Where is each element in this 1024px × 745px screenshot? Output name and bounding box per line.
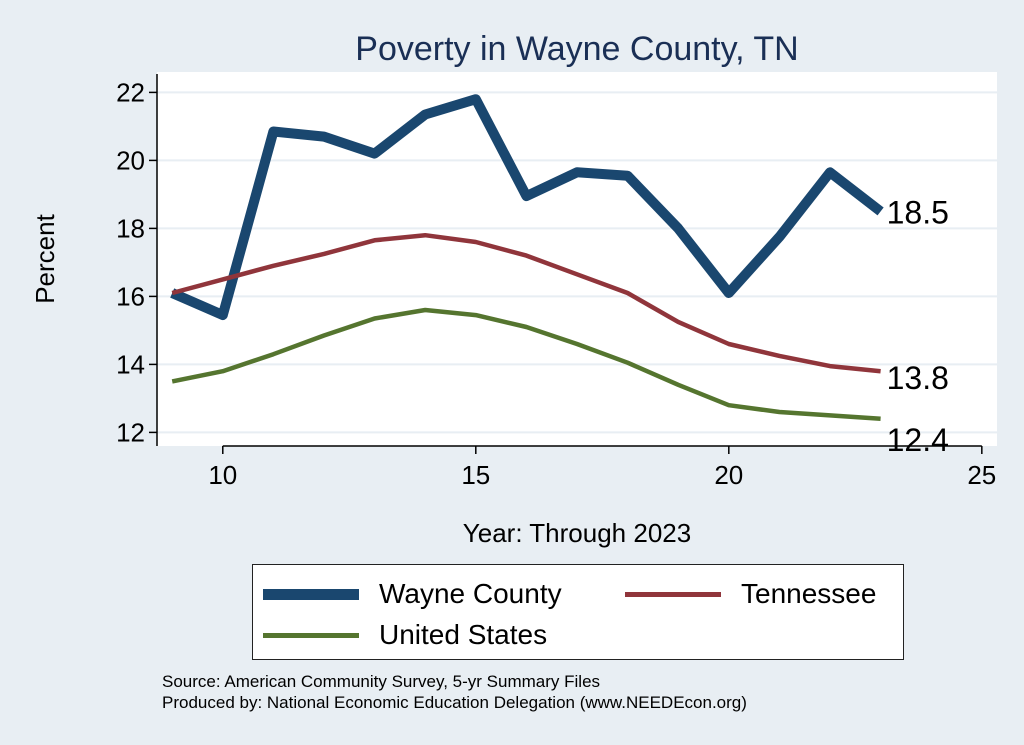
chart-title: Poverty in Wayne County, TN bbox=[355, 30, 798, 68]
end-label-tennessee: 13.8 bbox=[887, 360, 949, 396]
series-line-tennessee bbox=[171, 232, 881, 374]
y-tick-label: 14 bbox=[116, 349, 145, 379]
series-line-wayne-county bbox=[170, 94, 884, 321]
legend-swatch-us bbox=[263, 632, 359, 638]
source-note: Source: American Community Survey, 5-yr … bbox=[162, 672, 601, 691]
legend-swatch-tennessee bbox=[625, 591, 721, 597]
produced-by-note: Produced by: National Economic Education… bbox=[162, 693, 747, 712]
y-axis-label: Percent bbox=[30, 213, 60, 303]
legend-item-us: United States bbox=[263, 619, 547, 651]
end-label-wayne-county: 18.5 bbox=[887, 194, 949, 230]
y-tick-label: 22 bbox=[116, 77, 145, 107]
y-tick-label: 18 bbox=[116, 213, 145, 243]
legend-label-tennessee: Tennessee bbox=[741, 578, 877, 609]
axes: 12 14 16 18 20 22 10 15 20 25 bbox=[116, 74, 996, 490]
end-label-united-states: 12.4 bbox=[887, 422, 949, 458]
y-tick-label: 16 bbox=[116, 281, 145, 311]
x-tick-label: 25 bbox=[967, 460, 996, 490]
legend-label-us: United States bbox=[379, 619, 548, 650]
x-tick-label: 20 bbox=[714, 460, 743, 490]
legend-label-wayne: Wayne County bbox=[379, 578, 562, 609]
legend-item-tennessee: Tennessee bbox=[625, 578, 876, 610]
gridlines bbox=[157, 91, 997, 434]
x-tick-label: 15 bbox=[461, 460, 490, 490]
y-tick-label: 20 bbox=[116, 145, 145, 175]
end-labels: 18.5 13.8 12.4 bbox=[887, 194, 949, 457]
legend: Wayne County Tennessee United States bbox=[252, 564, 904, 660]
legend-item-wayne: Wayne County bbox=[263, 578, 562, 610]
x-tick-label: 10 bbox=[208, 460, 237, 490]
legend-swatch-wayne bbox=[263, 588, 359, 600]
series-lines bbox=[170, 94, 884, 422]
x-axis-label: Year: Through 2023 bbox=[463, 518, 691, 548]
series-line-united-states bbox=[171, 307, 881, 422]
y-tick-label: 12 bbox=[116, 417, 145, 447]
